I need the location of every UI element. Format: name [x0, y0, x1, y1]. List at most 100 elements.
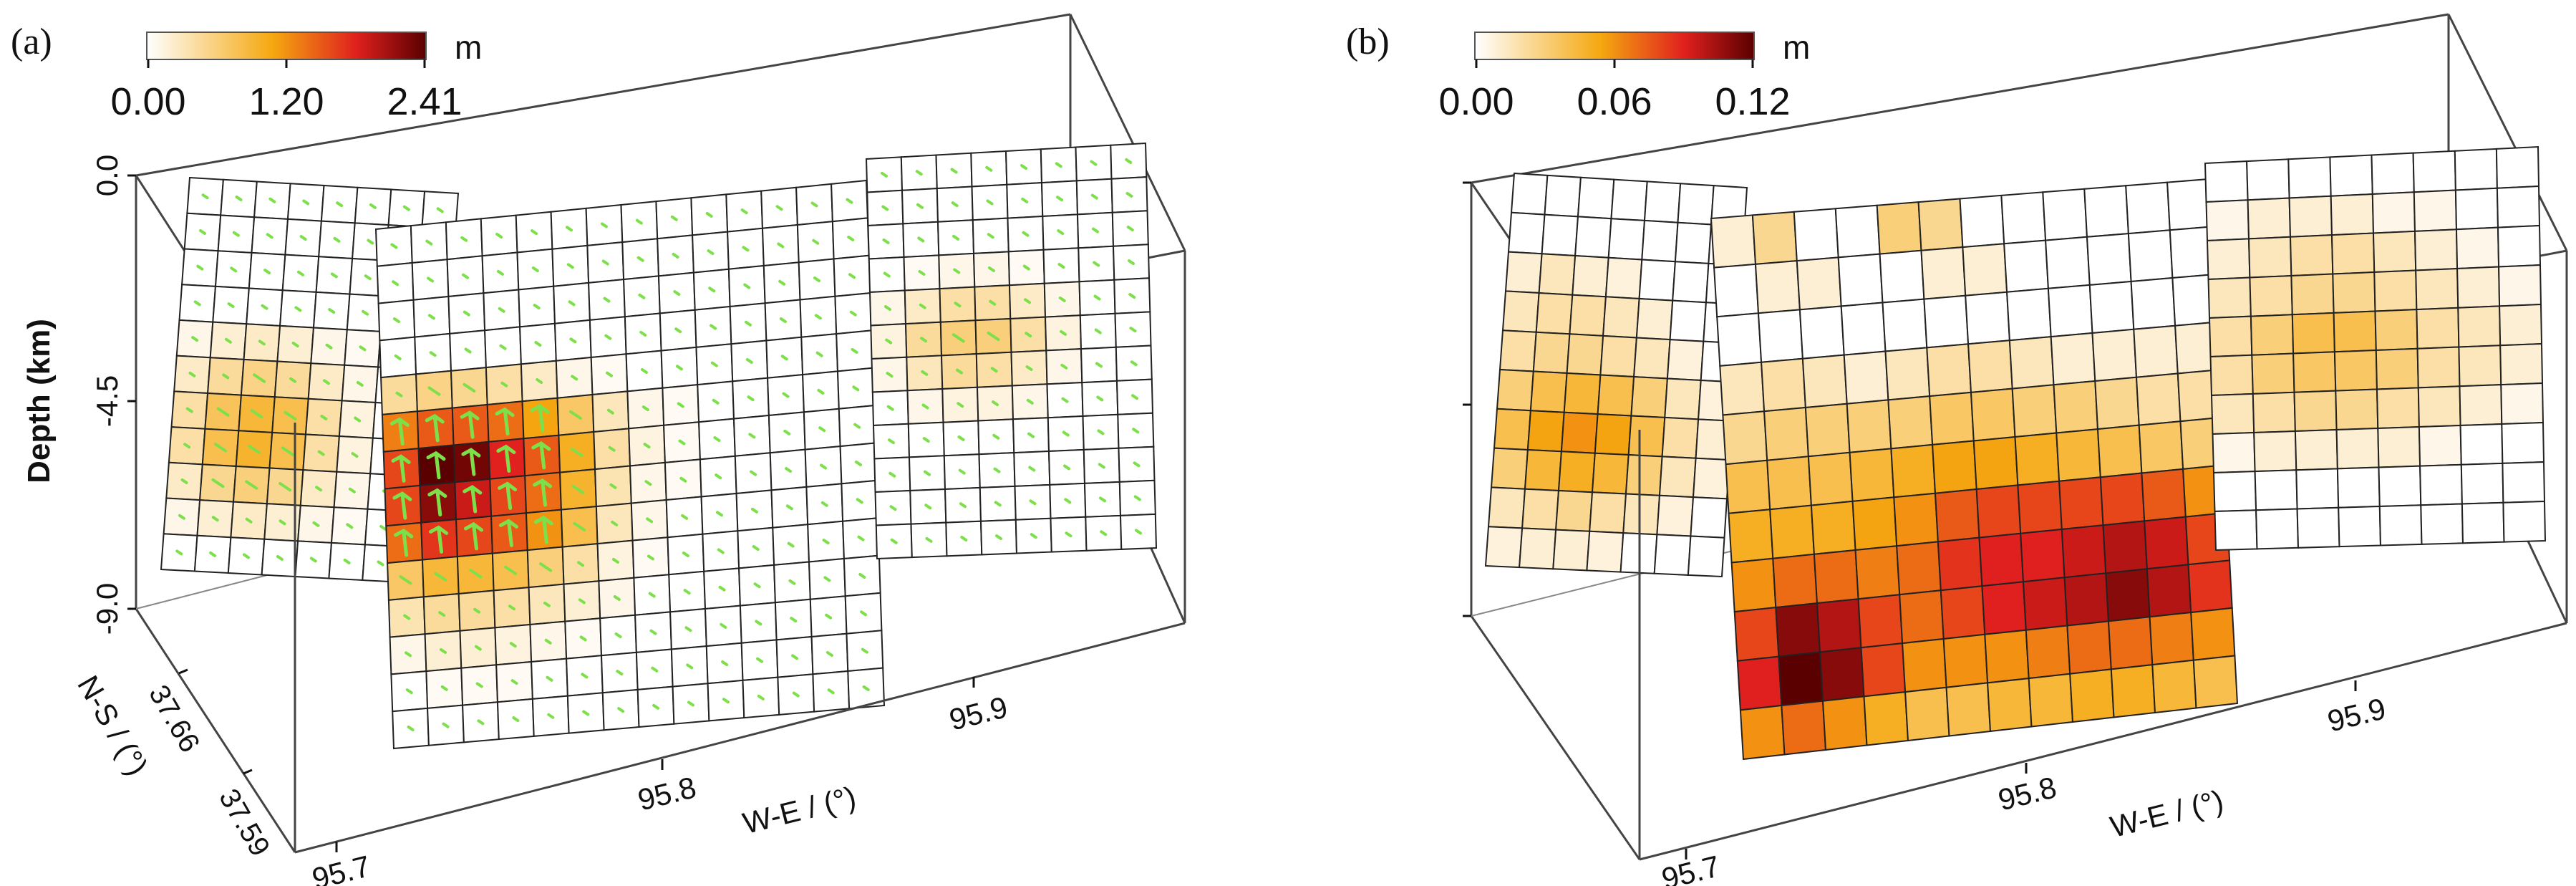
slip-cell — [1560, 411, 1599, 454]
slip-vector — [394, 528, 414, 557]
slip-vector — [250, 409, 263, 419]
slip-cell — [1879, 249, 1925, 304]
slip-vector — [705, 211, 713, 218]
slip-cell — [1524, 448, 1562, 492]
slip-cell — [2417, 385, 2461, 428]
slip-vector — [392, 317, 400, 324]
slip-vector — [214, 443, 228, 453]
slip-vector — [438, 611, 446, 617]
slip-vector — [646, 517, 654, 524]
slip-cell — [2205, 199, 2250, 242]
slip-vector — [710, 324, 717, 330]
slip-cell — [1975, 484, 2022, 539]
slip-cell — [1666, 339, 1705, 382]
slip-vector — [547, 713, 555, 719]
slip-vector — [606, 371, 614, 377]
slip-cell — [1535, 292, 1574, 335]
slip-vector — [603, 297, 611, 303]
slip-vector — [328, 308, 336, 314]
slip-cell — [1713, 263, 1760, 318]
slip-vector — [474, 645, 482, 651]
slip-cell — [2332, 271, 2376, 314]
slip-cell — [1627, 415, 1666, 458]
fault-segment-west — [1484, 172, 1748, 578]
slip-cell — [2127, 229, 2174, 283]
slip-vector — [1130, 360, 1138, 367]
slip-cell — [1501, 290, 1540, 333]
slip-vector — [1132, 428, 1140, 434]
slip-vector — [780, 355, 788, 361]
slip-cell — [1496, 368, 1534, 412]
slip-vector — [211, 478, 225, 488]
slip-cell — [2212, 471, 2257, 513]
slip-vector — [635, 218, 643, 225]
slip-vector — [611, 520, 619, 526]
slip-cell — [1882, 298, 1928, 352]
slip-vector — [498, 519, 518, 547]
slip-vector — [785, 504, 793, 511]
slip-vector — [536, 378, 543, 385]
slip-vector — [469, 569, 483, 579]
we-tick-0: 95.7 — [309, 849, 374, 886]
slip-cell — [2461, 501, 2505, 544]
slip-vector — [683, 589, 691, 595]
slip-vector — [883, 271, 891, 278]
slip-vector — [180, 478, 188, 484]
slip-vector — [825, 650, 833, 657]
slip-vector — [379, 524, 387, 531]
slip-cell — [2371, 191, 2416, 234]
colorbar-unit-b: m — [1783, 29, 1810, 66]
slip-vector — [708, 286, 716, 293]
slip-cell — [1754, 260, 1801, 314]
slip-vector — [1030, 533, 1037, 539]
slip-vector — [820, 501, 828, 507]
slip-cell — [1638, 259, 1676, 302]
slip-cell — [1761, 357, 1806, 413]
slip-vector — [960, 535, 968, 541]
slip-vector — [224, 337, 232, 344]
slip-cell — [2291, 312, 2335, 355]
slip-cell — [1544, 174, 1582, 218]
slip-vector — [436, 207, 444, 213]
slip-vector — [582, 710, 590, 716]
slip-cell — [1552, 529, 1591, 572]
slip-cell — [1772, 553, 1819, 609]
slip-vector — [1125, 158, 1133, 164]
slip-cell — [1597, 374, 1635, 417]
slip-vector — [578, 598, 586, 605]
slip-cell — [1766, 456, 1812, 511]
slip-cell — [1890, 443, 1937, 499]
slip-vector — [788, 579, 796, 585]
slip-cell — [1677, 183, 1715, 226]
slip-vector — [861, 647, 868, 654]
slip-vector — [346, 523, 354, 529]
slip-cell — [1965, 291, 2010, 345]
slip-vector — [925, 536, 933, 543]
slip-cell — [1807, 451, 1854, 506]
slip-cell — [1569, 294, 1607, 337]
slip-vector — [639, 330, 647, 337]
slip-cell — [2017, 480, 2063, 534]
slip-vector — [462, 273, 469, 279]
slip-vector — [862, 685, 870, 691]
slip-vector — [985, 165, 993, 172]
slip-vector — [670, 215, 678, 221]
slip-vector — [857, 535, 865, 541]
slip-vector — [886, 405, 894, 411]
slip-cell — [2204, 160, 2249, 203]
slip-cell — [1778, 651, 1824, 707]
slip-cell — [1669, 299, 1707, 342]
slip-vector — [509, 642, 517, 648]
slip-vector — [614, 632, 622, 639]
slip-cell — [2294, 428, 2338, 471]
slip-cell — [2141, 468, 2187, 522]
slip-vector — [647, 554, 654, 561]
slip-vector — [790, 617, 798, 623]
slip-cell — [2099, 472, 2146, 526]
slip-cell — [1591, 452, 1630, 495]
slip-cell — [2088, 280, 2135, 334]
slip-cell — [1987, 677, 2033, 733]
slip-cell — [2412, 150, 2456, 193]
slip-cell — [2296, 506, 2340, 549]
slip-vector — [196, 264, 204, 271]
